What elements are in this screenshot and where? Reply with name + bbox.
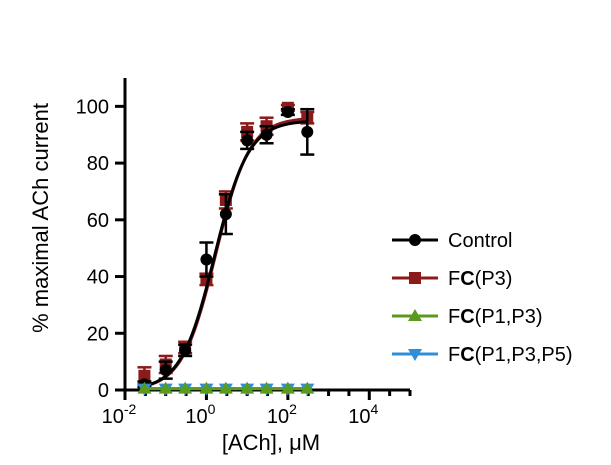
legend-marker [408, 309, 422, 321]
x-axis-title: [ACh], μM [222, 430, 320, 455]
data-point [219, 208, 232, 221]
data-point [280, 381, 295, 394]
data-point [137, 381, 152, 394]
legend-label: Control [448, 230, 512, 252]
x-tick-exponent: 4 [371, 401, 379, 417]
data-point [218, 381, 233, 394]
fit-curve [144, 117, 308, 388]
x-tick-exponent: 0 [208, 401, 216, 417]
y-tick-label: 20 [87, 323, 109, 345]
legend-entry: FC(P3) [392, 268, 512, 290]
y-tick-label: 40 [87, 267, 109, 289]
series-2 [137, 381, 315, 394]
y-axis-title: % maximal ACh current [28, 103, 53, 333]
legend-marker [409, 272, 421, 284]
x-tick-label: 100 [185, 401, 215, 428]
y-tick-label: 60 [87, 210, 109, 232]
data-point [179, 344, 192, 357]
legend-marker [409, 234, 421, 246]
data-point [200, 253, 213, 266]
legend-marker [408, 349, 422, 361]
legend-entry: Control [392, 230, 512, 252]
x-tick-label: 10-2 [102, 401, 137, 428]
x-tick-base: 10 [267, 406, 289, 428]
x-tick-base: 10 [185, 406, 207, 428]
data-point [178, 381, 193, 394]
data-point [240, 381, 255, 394]
data-point [281, 106, 294, 119]
data-point [301, 125, 314, 138]
data-point [259, 381, 274, 394]
x-tick-exponent: 2 [289, 401, 297, 417]
legend-label: FC(P1,P3) [448, 306, 542, 328]
y-tick-label: 0 [98, 380, 109, 402]
x-tick-base: 10 [348, 406, 370, 428]
y-tick-label: 100 [76, 96, 109, 118]
data-point [300, 381, 315, 394]
data-point [260, 128, 273, 141]
data-point [159, 364, 172, 377]
legend: Control FC(P3) FC(P1,P3) FC(P1,P3,P5) [392, 230, 573, 366]
series-0 [137, 101, 315, 388]
data-point [138, 369, 151, 382]
x-tick-base: 10 [102, 406, 124, 428]
series-1 [137, 106, 315, 391]
data-point [158, 381, 173, 394]
legend-label: FC(P3) [448, 268, 512, 290]
x-tick-exponent: -2 [124, 401, 137, 417]
y-tick-label: 80 [87, 153, 109, 175]
x-tick-label: 102 [267, 401, 297, 428]
legend-label: FC(P1,P3,P5) [448, 344, 573, 366]
series-layer [137, 101, 315, 396]
x-tick-label: 104 [348, 401, 378, 428]
legend-entry: FC(P1,P3,P5) [392, 344, 573, 366]
fit-curve [144, 120, 308, 388]
legend-entry: FC(P1,P3) [392, 306, 542, 328]
data-point [241, 134, 254, 147]
data-point [199, 381, 214, 394]
